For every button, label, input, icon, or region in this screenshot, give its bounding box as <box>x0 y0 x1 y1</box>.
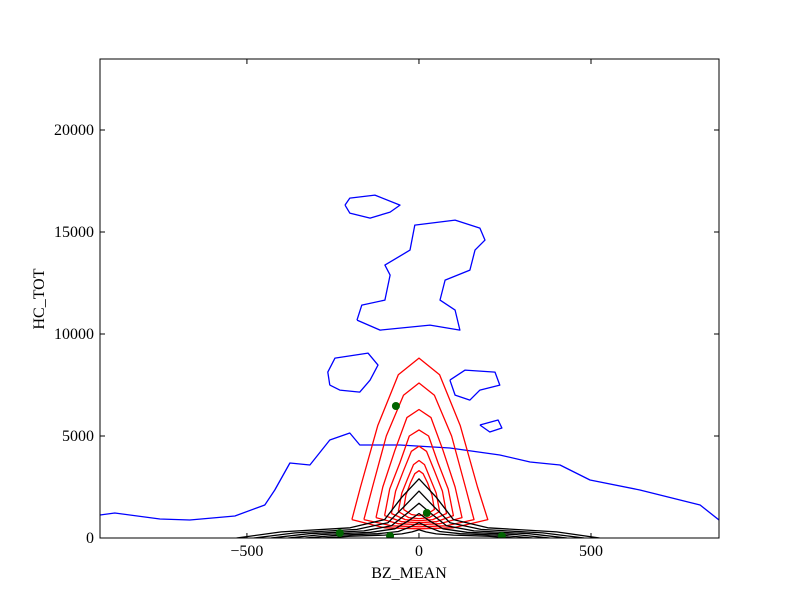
contour-line <box>449 369 501 401</box>
contour-line <box>390 445 448 522</box>
contour-line <box>327 352 379 393</box>
contour-line <box>479 419 503 433</box>
y-tick-label: 20000 <box>54 122 94 139</box>
contour-line <box>236 478 600 538</box>
contour-line <box>351 357 489 530</box>
contour-line <box>363 382 475 528</box>
y-tick-label: 0 <box>86 530 94 547</box>
scatter-point <box>391 402 400 411</box>
y-tick-label: 15000 <box>54 224 94 241</box>
contour-line <box>288 512 550 538</box>
y-tick-label: 5000 <box>62 428 94 445</box>
contour-line <box>356 219 486 331</box>
x-tick-label: −500 <box>230 543 263 560</box>
contour-line <box>344 194 401 219</box>
contour-line <box>305 522 533 538</box>
contour-line <box>375 408 463 526</box>
y-axis-label: HC_TOT <box>31 268 48 329</box>
scatter-point <box>422 509 431 518</box>
contour-line <box>253 490 585 538</box>
x-tick-label: 500 <box>579 543 603 560</box>
scatter-point <box>497 531 506 538</box>
y-tick-label: 10000 <box>54 326 94 343</box>
contour-line <box>397 459 441 520</box>
contour-line <box>270 502 567 538</box>
x-axis-label: BZ_MEAN <box>371 565 447 582</box>
x-tick-label: 0 <box>415 543 423 560</box>
contour-line <box>322 529 516 538</box>
axes-frame <box>99 58 720 539</box>
scatter-point <box>386 531 395 538</box>
contour-line <box>402 470 436 517</box>
scatter-point <box>335 529 344 538</box>
contour-line <box>100 432 719 521</box>
plot-area <box>100 194 719 538</box>
